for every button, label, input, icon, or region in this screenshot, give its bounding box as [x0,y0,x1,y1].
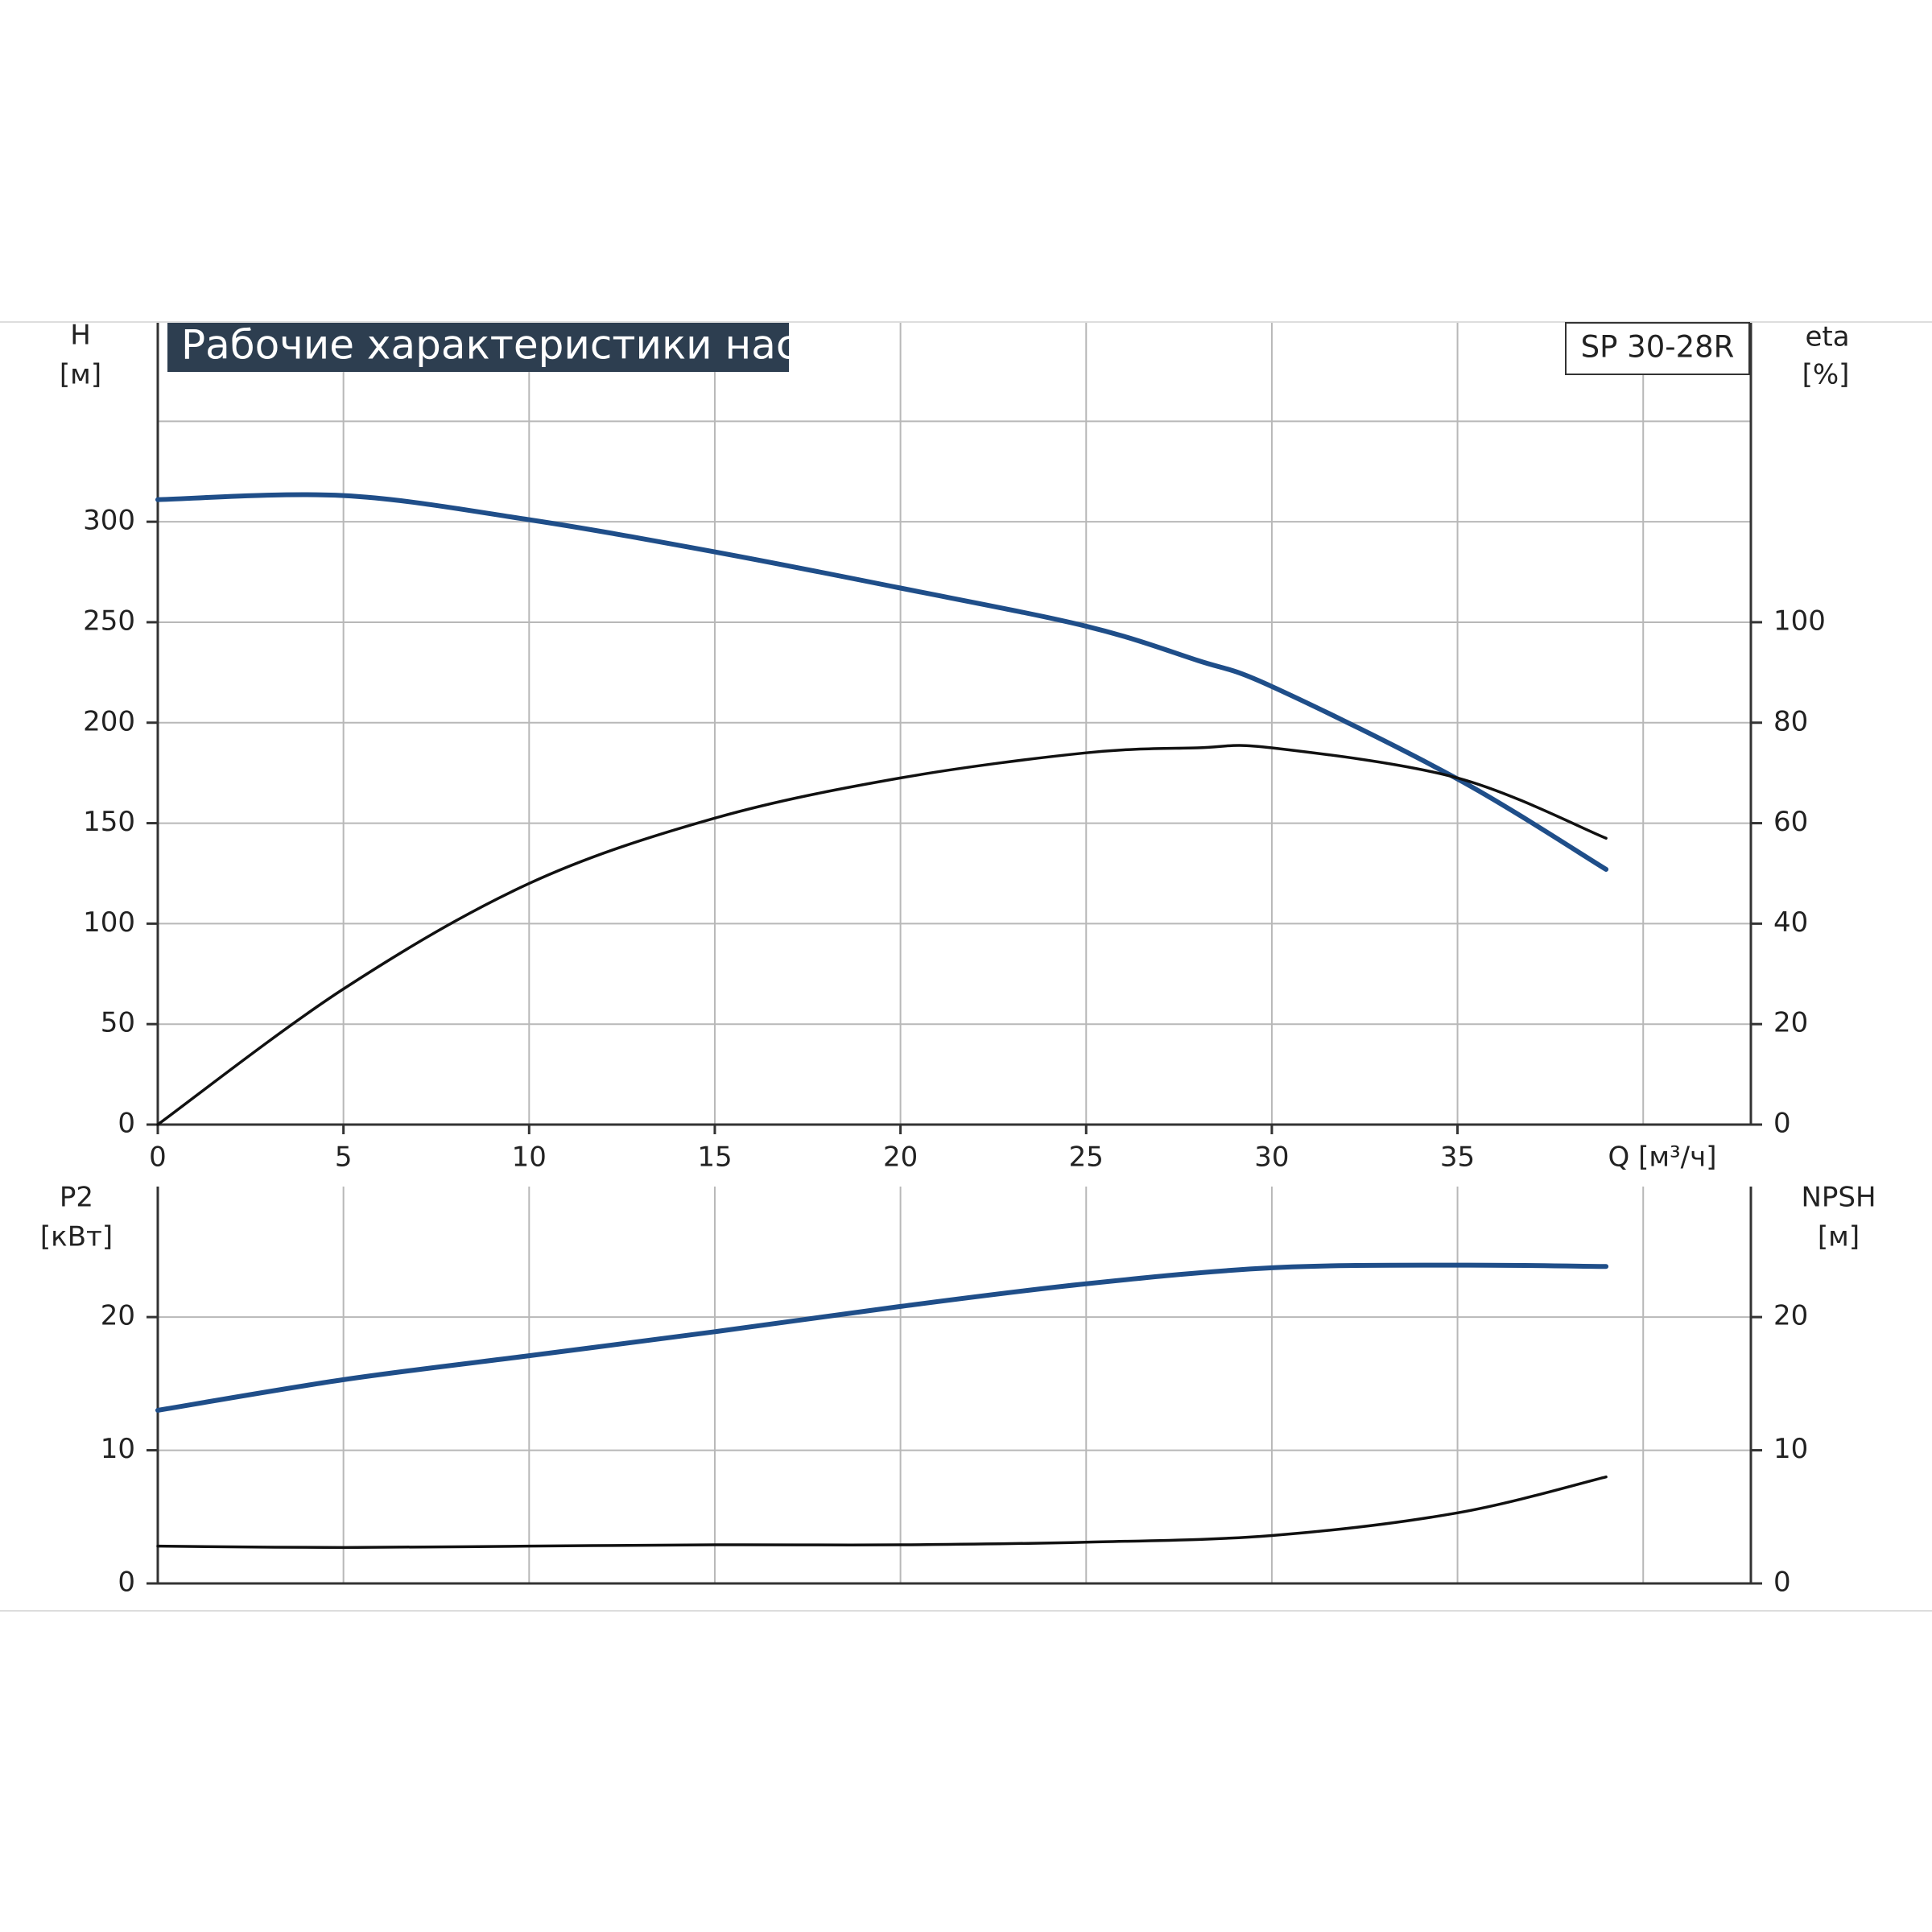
y-tick-label: 20 [101,1300,135,1332]
y-tick-label: 0 [118,1108,135,1140]
x-tick-label: 20 [883,1141,918,1174]
y-tick-label: 100 [83,906,135,939]
x-tick-label: 35 [1440,1141,1475,1174]
y-tick-label: 300 [83,505,135,537]
y2-axis-label: NPSH [1801,1182,1876,1214]
y-axis-label: H [70,320,91,352]
y-tick-label: 50 [101,1007,135,1039]
y2-axis-unit: [м] [1818,1221,1860,1253]
y2-tick-label: 10 [1773,1433,1808,1465]
y-tick-label: 250 [83,605,135,637]
y-tick-label: 200 [83,705,135,737]
y-axis-unit: [кВт] [40,1221,113,1253]
curve [156,1475,1608,1550]
y2-tick-label: 40 [1773,906,1808,939]
x-axis-label: Q [м³/ч] [1608,1141,1717,1174]
y2-axis-unit: [%] [1802,359,1850,391]
x-tick-label: 30 [1254,1141,1289,1174]
y-axis-unit: [м] [60,359,101,391]
curve [155,492,1609,872]
x-tick-label: 15 [697,1141,732,1174]
curve [156,744,1608,1126]
x-tick-label: 0 [149,1141,167,1174]
x-tick-label: 25 [1069,1141,1104,1174]
y2-tick-label: 60 [1773,806,1808,838]
y2-tick-label: 0 [1773,1567,1791,1599]
y2-axis-label: eta [1805,321,1849,353]
x-tick-label: 10 [512,1141,547,1174]
chart-title: Рабочие характеристики насоса [181,322,869,369]
y-tick-label: 10 [101,1433,135,1465]
curve [155,1262,1609,1413]
model-label: SP 30-28R [1581,330,1735,365]
model-box [1565,322,1750,375]
x-tick-label: 5 [335,1141,353,1174]
y2-tick-label: 20 [1773,1007,1808,1039]
title-box [167,323,789,372]
y-tick-label: 0 [118,1567,135,1599]
y-tick-label: 150 [83,806,135,838]
y2-tick-label: 0 [1773,1108,1791,1140]
y2-tick-label: 80 [1773,705,1808,737]
y2-tick-label: 100 [1773,605,1826,637]
y-axis-label: P2 [60,1182,93,1214]
y2-tick-label: 20 [1773,1300,1808,1332]
